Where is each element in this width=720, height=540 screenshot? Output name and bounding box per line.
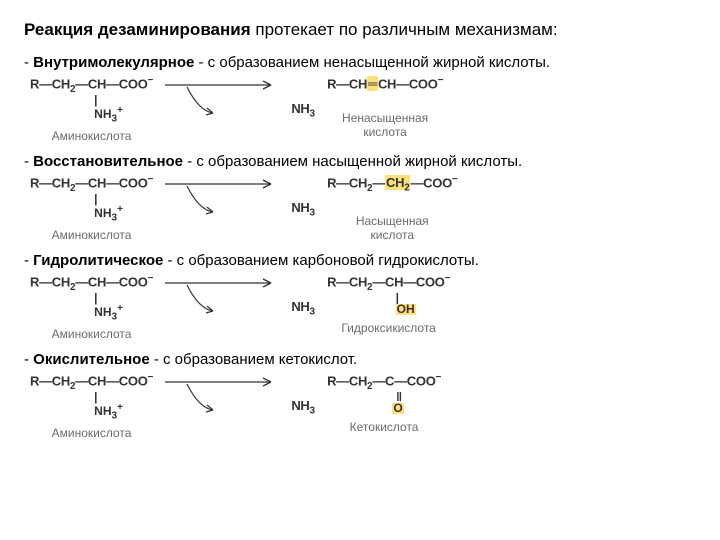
nh3: NH3: [291, 101, 314, 120]
label-amino: Аминокислота: [52, 426, 132, 440]
reaction-4: R—CH2—CH—COO− |NH3+ Аминокислота NH3 R—C…: [30, 372, 696, 440]
mech2-name: Восстановительное: [33, 153, 183, 170]
formula: R—CH2—CH—COO−: [30, 174, 153, 194]
reactant-4: R—CH2—CH—COO− |NH3+ Аминокислота: [30, 372, 153, 440]
label-sat: Насыщенная: [356, 214, 429, 228]
mech3-desc: - с образованием карбоновой гидрокислоты…: [168, 252, 479, 269]
branch: ‖O: [392, 392, 403, 414]
label-acid: кислота: [363, 125, 407, 139]
formula: R—CH2—CH—COO−: [30, 372, 153, 392]
formula: R—CH2—CH—COO−: [327, 273, 450, 293]
arrow: [159, 372, 279, 420]
label-amino: Аминокислота: [52, 129, 132, 143]
branch: |OH: [396, 293, 416, 315]
mech3-name: Гидролитическое: [33, 252, 163, 269]
label-amino: Аминокислота: [52, 327, 132, 341]
title-rest: протекает по различным механизмам:: [255, 20, 557, 39]
page-title: Реакция дезаминирования протекает по раз…: [24, 20, 696, 40]
byproduct-3: NH3: [285, 273, 321, 318]
reactant-1: R—CH2—CH—COO− |NH3+ Аминокислота: [30, 75, 153, 143]
reaction-1: R—CH2—CH—COO− |NH3+ Аминокислота NH3 R—C…: [30, 75, 696, 143]
mechanism-2: - Восстановительное - с образованием нас…: [24, 153, 696, 170]
label-acid: кислота: [370, 228, 414, 242]
arrow: [159, 174, 279, 222]
formula: R—CH2—CH—COO−: [30, 75, 153, 95]
nh3: NH3: [291, 200, 314, 219]
branch: |NH3+: [94, 95, 123, 123]
mechanism-3: - Гидролитическое - с образованием карбо…: [24, 252, 696, 269]
label-unsat: Ненасыщенная: [342, 111, 428, 125]
label-amino: Аминокислота: [52, 228, 132, 242]
product-1: R—CH═CH—COO− Ненасыщенная кислота: [327, 75, 443, 139]
nh3: NH3: [291, 299, 314, 318]
label-keto: Кетокислота: [350, 420, 419, 434]
product-3: R—CH2—CH—COO− |OH Гидроксикислота: [327, 273, 450, 335]
formula: R—CH2—CH2—COO−: [327, 174, 457, 194]
arrow: [159, 75, 279, 123]
nh3: NH3: [291, 398, 314, 417]
title-bold: Реакция дезаминирования: [24, 20, 251, 39]
arrow: [159, 273, 279, 321]
reaction-2: R—CH2—CH—COO− |NH3+ Аминокислота NH3 R—C…: [30, 174, 696, 242]
product-2: R—CH2—CH2—COO− Насыщенная кислота: [327, 174, 457, 242]
reactant-3: R—CH2—CH—COO− |NH3+ Аминокислота: [30, 273, 153, 341]
mechanism-1: - Внутримолекулярное - с образованием не…: [24, 54, 696, 71]
branch: |NH3+: [94, 392, 123, 420]
formula: R—CH2—C—COO−: [327, 372, 441, 392]
reactant-2: R—CH2—CH—COO− |NH3+ Аминокислота: [30, 174, 153, 242]
mech4-desc: - с образованием кетокислот.: [154, 351, 357, 368]
byproduct-1: NH3: [285, 75, 321, 120]
formula: R—CH═CH—COO−: [327, 75, 443, 91]
label-hydroxy: Гидроксикислота: [341, 321, 436, 335]
mechanism-4: - Окислительное - с образованием кетокис…: [24, 351, 696, 368]
byproduct-2: NH3: [285, 174, 321, 219]
reaction-3: R—CH2—CH—COO− |NH3+ Аминокислота NH3 R—C…: [30, 273, 696, 341]
mech1-name: Внутримолекулярное: [33, 54, 194, 71]
mech1-desc: - с образованием ненасыщенной жирной кис…: [199, 54, 551, 71]
formula: R—CH2—CH—COO−: [30, 273, 153, 293]
mech4-name: Окислительное: [33, 351, 150, 368]
branch: |NH3+: [94, 194, 123, 222]
product-4: R—CH2—C—COO− ‖O Кетокислота: [327, 372, 441, 434]
branch: |NH3+: [94, 293, 123, 321]
mech2-desc: - с образованием насыщенной жирной кисло…: [187, 153, 522, 170]
byproduct-4: NH3: [285, 372, 321, 417]
